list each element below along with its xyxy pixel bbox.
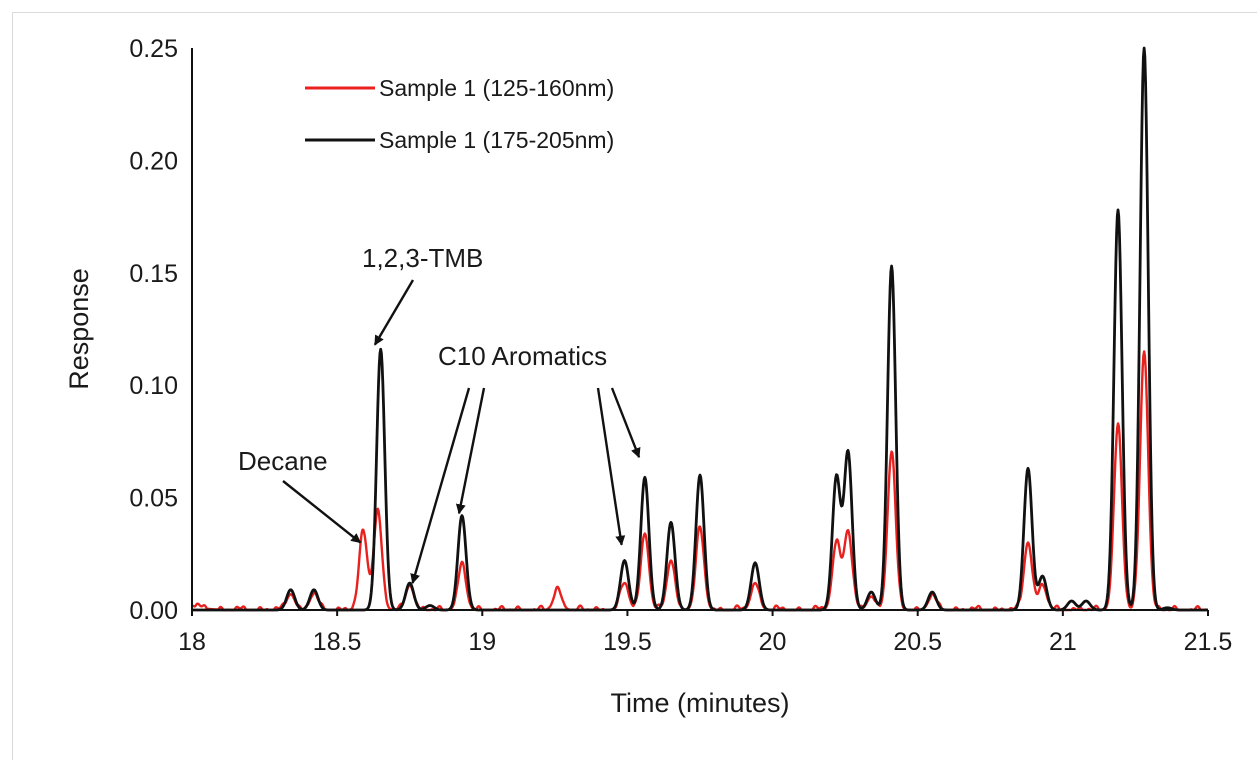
legend: Sample 1 (125-160nm) Sample 1 (175-205nm) bbox=[305, 75, 614, 153]
y-axis-title: Response bbox=[64, 268, 94, 390]
annotation-c10-aromatics: C10 Aromatics bbox=[438, 341, 607, 371]
y-tick-label: 0.00 bbox=[129, 597, 178, 625]
x-axis-title: Time (minutes) bbox=[610, 688, 789, 718]
legend-label-1: Sample 1 (125-160nm) bbox=[379, 75, 614, 101]
series-line-1 bbox=[191, 350, 1209, 612]
series-layer bbox=[191, 46, 1209, 612]
x-tick-label: 18.5 bbox=[313, 628, 362, 656]
annotation-123-tmb: 1,2,3-TMB bbox=[362, 243, 483, 273]
axes-layer: 0.00 0.05 0.10 0.15 0.20 0.25 18 18.5 19 19.5 20 20… bbox=[64, 35, 1232, 718]
arrow-decane bbox=[282, 480, 362, 544]
arrow-c10-3 bbox=[596, 387, 626, 546]
y-tick-label: 0.25 bbox=[129, 35, 178, 63]
annotations: Decane 1,2,3-TMB C10 Aromatics bbox=[238, 243, 641, 584]
y-tick-label: 0.15 bbox=[129, 260, 178, 288]
chart-frame bbox=[12, 12, 1257, 760]
y-tick-label: 0.10 bbox=[129, 372, 178, 400]
x-tick-label: 19 bbox=[468, 628, 496, 656]
annotation-decane: Decane bbox=[238, 446, 328, 476]
x-tick-label: 21 bbox=[1049, 628, 1077, 656]
x-tick-label: 19.5 bbox=[603, 628, 652, 656]
y-tick-label: 0.05 bbox=[129, 485, 178, 513]
arrow-c10-2 bbox=[455, 387, 486, 515]
x-tick-label: 20.5 bbox=[893, 628, 942, 656]
x-tick-label: 18 bbox=[178, 628, 206, 656]
x-tick-label: 20 bbox=[759, 628, 787, 656]
arrow-c10-4 bbox=[610, 387, 641, 459]
arrow-123-tmb bbox=[373, 279, 415, 346]
arrow-c10-1 bbox=[410, 387, 471, 584]
x-tick-label: 21.5 bbox=[1184, 628, 1233, 656]
legend-label-2: Sample 1 (175-205nm) bbox=[379, 127, 614, 153]
y-tick-label: 0.20 bbox=[129, 147, 178, 175]
